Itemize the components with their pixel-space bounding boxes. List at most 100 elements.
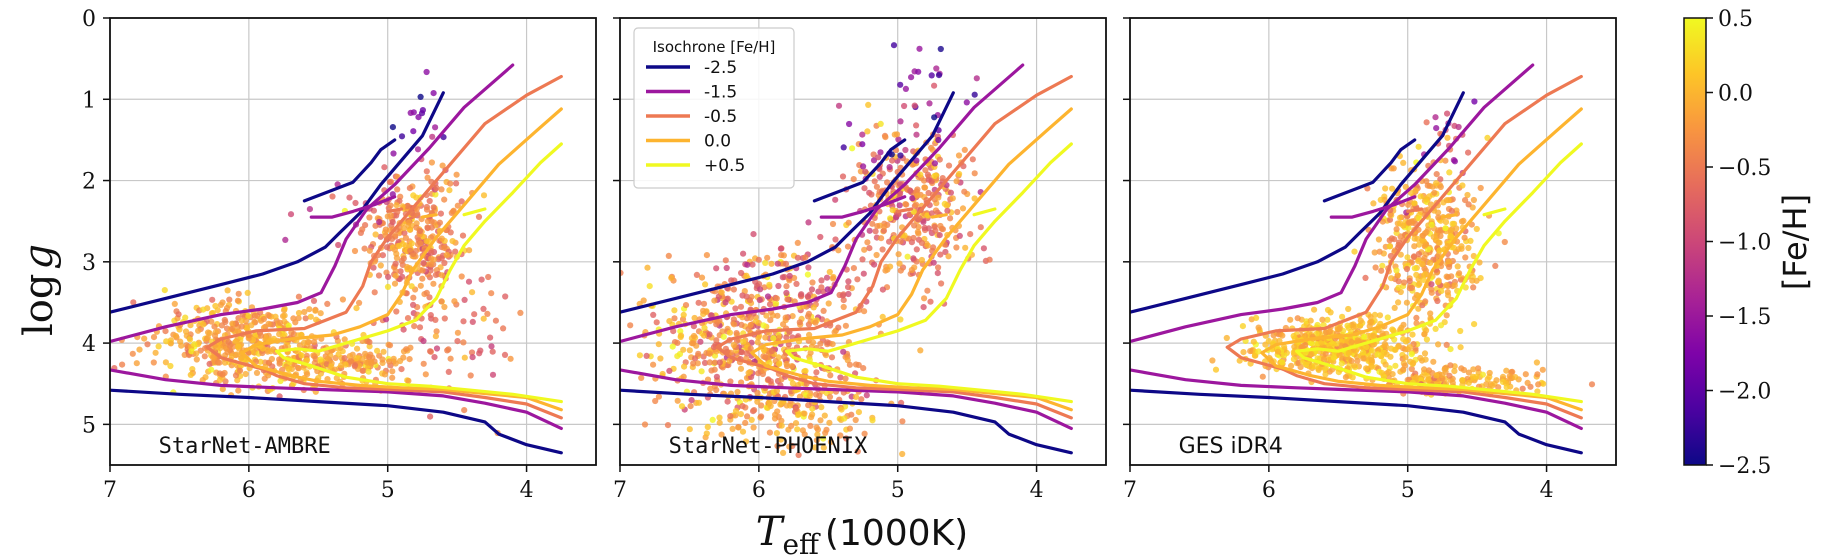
- scatter-point: [1465, 369, 1472, 376]
- scatter-point: [852, 361, 860, 368]
- scatter-point: [502, 293, 509, 300]
- scatter-point: [676, 350, 684, 358]
- scatter-point: [454, 202, 461, 209]
- scatter-point: [720, 333, 727, 340]
- scatter-point: [1291, 343, 1298, 350]
- scatter-point: [306, 206, 313, 213]
- colorbar-tick-label: −2.5: [1718, 454, 1771, 479]
- scatter-point: [235, 343, 242, 350]
- scatter-point: [1279, 332, 1286, 339]
- scatter-point: [188, 348, 195, 355]
- scatter-point: [419, 275, 426, 282]
- scatter-point: [1350, 323, 1357, 331]
- scatter-point: [686, 347, 693, 354]
- scatter-point: [446, 187, 453, 194]
- scatter-point: [780, 399, 787, 406]
- scatter-point: [879, 286, 887, 293]
- x-tick-label: 6: [242, 478, 256, 503]
- scatter-point: [716, 359, 723, 366]
- scatter-point: [1423, 229, 1430, 236]
- scatter-point: [1449, 220, 1456, 227]
- scatter-point: [794, 239, 801, 246]
- scatter-point: [1378, 369, 1385, 376]
- scatter-point: [930, 259, 937, 266]
- scatter-point: [890, 42, 898, 49]
- scatter-point: [809, 405, 816, 412]
- scatter-point: [783, 289, 790, 297]
- scatter-point: [762, 334, 769, 341]
- scatter-point: [317, 310, 324, 317]
- scatter-point: [1360, 355, 1367, 362]
- scatter-point: [1445, 292, 1452, 299]
- scatter-point: [818, 284, 825, 291]
- scatter-point: [392, 272, 399, 279]
- scatter-point: [410, 301, 417, 308]
- scatter-point: [432, 333, 439, 340]
- scatter-point: [1453, 225, 1460, 232]
- scatter-point: [485, 273, 492, 281]
- scatter-point: [726, 357, 733, 364]
- scatter-point: [826, 268, 833, 276]
- scatter-point: [379, 252, 386, 259]
- scatter-point: [913, 246, 920, 253]
- scatter-point: [224, 349, 231, 356]
- scatter-point: [1409, 331, 1416, 338]
- colorbar-label: [Fe/H]: [1776, 194, 1814, 290]
- scatter-point: [962, 244, 969, 251]
- scatter-point: [417, 240, 424, 247]
- scatter-point: [1376, 248, 1383, 255]
- scatter-point: [1281, 352, 1288, 359]
- scatter-point: [604, 263, 610, 269]
- scatter-point: [824, 286, 831, 293]
- scatter-point: [346, 353, 353, 360]
- scatter-point: [405, 219, 412, 226]
- scatter-point: [353, 355, 360, 362]
- scatter-point: [734, 388, 741, 396]
- scatter-point: [420, 360, 427, 367]
- isochrone-line-0_0: [1440, 213, 1458, 219]
- scatter-point: [424, 174, 431, 181]
- scatter-point: [427, 312, 434, 319]
- scatter-point: [877, 120, 884, 127]
- scatter-point: [1395, 284, 1402, 291]
- scatter-point: [793, 405, 800, 412]
- scatter-point: [423, 168, 430, 175]
- scatter-point: [913, 131, 920, 138]
- scatter-point: [713, 337, 720, 344]
- scatter-point: [469, 318, 476, 325]
- scatter-point: [627, 322, 634, 329]
- scatter-point: [766, 301, 774, 308]
- scatter-point: [407, 247, 414, 254]
- scatter-point: [376, 218, 383, 226]
- scatter-point: [864, 239, 871, 246]
- scatter-point: [839, 292, 846, 299]
- scatter-point: [845, 219, 852, 226]
- scatter-point: [1479, 371, 1486, 378]
- isochrone-line--1_5: [819, 195, 907, 219]
- scatter-point: [750, 231, 757, 238]
- scatter-point: [817, 340, 824, 347]
- scatter-point: [777, 436, 785, 443]
- scatter-point: [1327, 309, 1334, 316]
- panel-label: StarNet-AMBRE: [159, 434, 331, 459]
- scatter-point: [1459, 377, 1466, 384]
- scatter-point: [1535, 381, 1542, 388]
- scatter-point: [500, 325, 507, 332]
- scatter-point: [680, 373, 687, 380]
- scatter-point: [152, 349, 159, 356]
- scatter-point: [911, 102, 918, 109]
- scatter-point: [727, 413, 734, 420]
- scatter-point: [161, 287, 168, 294]
- scatter-point: [136, 346, 143, 353]
- scatter-point: [908, 266, 916, 274]
- scatter-point: [445, 368, 452, 375]
- scatter-point: [897, 152, 904, 159]
- scatter-point: [1422, 271, 1429, 278]
- scatter-point: [823, 274, 831, 281]
- scatter-point: [775, 282, 782, 290]
- scatter-point: [489, 371, 497, 378]
- scatter-point: [259, 345, 266, 352]
- scatter-point: [671, 315, 678, 322]
- scatter-point: [1410, 253, 1418, 260]
- scatter-point: [432, 316, 439, 323]
